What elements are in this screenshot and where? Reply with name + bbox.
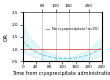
Legend: No cryoprecipitate (n=25): No cryoprecipitate (n=25) bbox=[45, 26, 100, 33]
Y-axis label: OR: OR bbox=[4, 33, 9, 41]
X-axis label: Time from cryoprecipitate administration: Time from cryoprecipitate administration bbox=[12, 71, 110, 76]
